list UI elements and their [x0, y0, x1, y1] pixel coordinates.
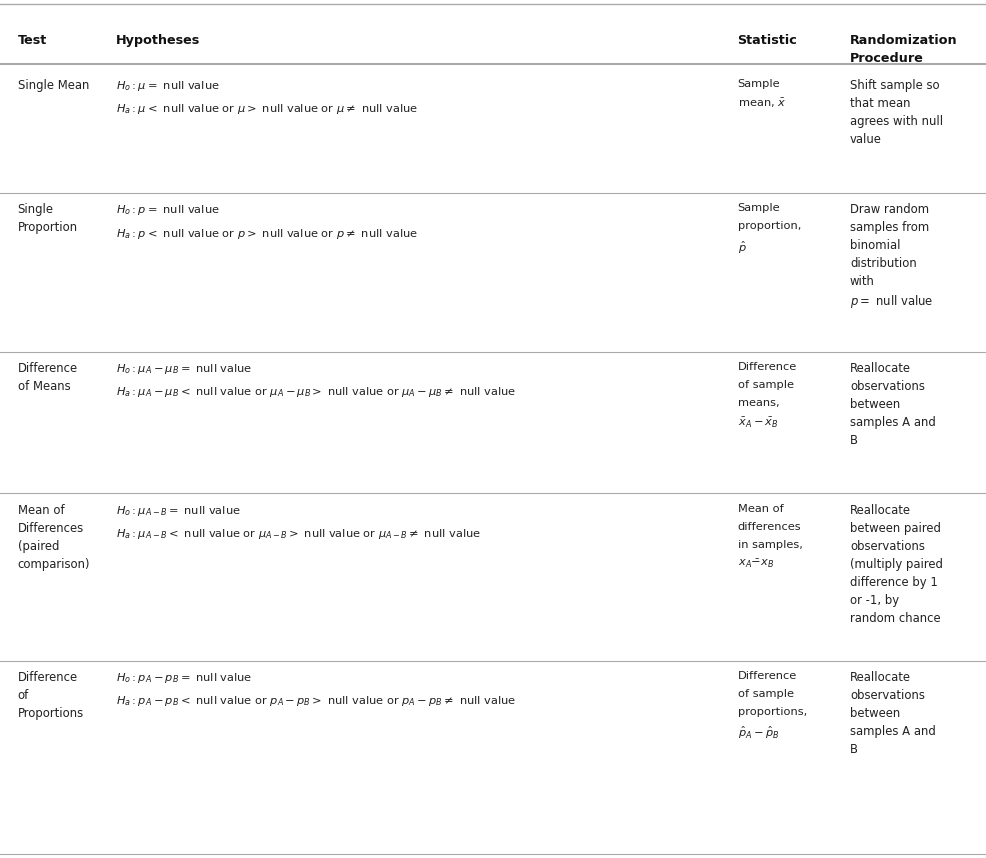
Text: proportions,: proportions, [738, 707, 807, 717]
Text: binomial: binomial [850, 239, 900, 252]
Text: between: between [850, 707, 900, 720]
Text: of sample: of sample [738, 380, 794, 390]
Text: Draw random: Draw random [850, 203, 929, 216]
Text: $x_A\bar{-}x_B$: $x_A\bar{-}x_B$ [738, 558, 774, 570]
Text: Difference: Difference [738, 362, 797, 372]
Text: value: value [850, 133, 881, 146]
Text: with: with [850, 275, 875, 288]
Text: $H_a : \mu < $ null value or $\mu > $ null value or $\mu \neq$ null value: $H_a : \mu < $ null value or $\mu > $ nu… [116, 102, 418, 117]
Text: proportion,: proportion, [738, 221, 801, 232]
Text: means,: means, [738, 398, 779, 408]
Text: $H_o : \mu_A - \mu_B = $ null value: $H_o : \mu_A - \mu_B = $ null value [116, 362, 252, 376]
Text: in samples,: in samples, [738, 540, 803, 550]
Text: $H_a : p_A - p_B < $ null value or $p_A - p_B > $ null value or $p_A - p_B \neq$: $H_a : p_A - p_B < $ null value or $p_A … [116, 694, 517, 709]
Text: Sample: Sample [738, 203, 780, 214]
Text: Proportions: Proportions [18, 707, 84, 720]
Text: $H_o : \mu = $ null value: $H_o : \mu = $ null value [116, 79, 220, 93]
Text: Single Mean: Single Mean [18, 79, 89, 92]
Text: or -1, by: or -1, by [850, 594, 899, 607]
Text: Reallocate: Reallocate [850, 671, 911, 684]
Text: Single: Single [18, 203, 54, 216]
Text: $H_o : p_A - p_B = $ null value: $H_o : p_A - p_B = $ null value [116, 671, 252, 685]
Text: samples A and: samples A and [850, 725, 936, 738]
Text: samples from: samples from [850, 221, 929, 234]
Text: observations: observations [850, 689, 925, 702]
Text: B: B [850, 743, 858, 756]
Text: Test: Test [18, 34, 47, 47]
Text: Reallocate: Reallocate [850, 504, 911, 517]
Text: $H_o : \mu_{A-B} = $ null value: $H_o : \mu_{A-B} = $ null value [116, 504, 241, 517]
Text: distribution: distribution [850, 257, 917, 270]
Text: $H_a : \mu_A - \mu_B < $ null value or $\mu_A - \mu_B > $ null value or $\mu_A -: $H_a : \mu_A - \mu_B < $ null value or $… [116, 385, 517, 400]
Text: difference by 1: difference by 1 [850, 576, 938, 589]
Text: that mean: that mean [850, 97, 910, 110]
Text: Procedure: Procedure [850, 52, 924, 65]
Text: of: of [18, 689, 29, 702]
Text: Statistic: Statistic [738, 34, 798, 47]
Text: (paired: (paired [18, 540, 59, 553]
Text: $\hat{p}_A - \hat{p}_B$: $\hat{p}_A - \hat{p}_B$ [738, 725, 779, 741]
Text: (multiply paired: (multiply paired [850, 558, 943, 571]
Text: Difference: Difference [738, 671, 797, 681]
Text: Randomization: Randomization [850, 34, 957, 47]
Text: Hypotheses: Hypotheses [116, 34, 200, 47]
Text: observations: observations [850, 380, 925, 393]
Text: observations: observations [850, 540, 925, 553]
Text: agrees with null: agrees with null [850, 115, 943, 128]
Text: samples A and: samples A and [850, 416, 936, 429]
Text: Differences: Differences [18, 522, 84, 535]
Text: Difference: Difference [18, 362, 78, 375]
Text: Sample: Sample [738, 79, 780, 89]
Text: $\bar{x}_A - \bar{x}_B$: $\bar{x}_A - \bar{x}_B$ [738, 416, 778, 430]
Text: between paired: between paired [850, 522, 941, 535]
Text: between: between [850, 398, 900, 411]
Text: $p =$ null value: $p =$ null value [850, 293, 934, 311]
Text: comparison): comparison) [18, 558, 91, 571]
Text: $H_a : p < $ null value or $p > $ null value or $p \neq$ null value: $H_a : p < $ null value or $p > $ null v… [116, 227, 418, 241]
Text: Mean of: Mean of [738, 504, 783, 514]
Text: Reallocate: Reallocate [850, 362, 911, 375]
Text: of sample: of sample [738, 689, 794, 699]
Text: differences: differences [738, 522, 802, 532]
Text: mean, $\bar{x}$: mean, $\bar{x}$ [738, 97, 786, 110]
Text: Shift sample so: Shift sample so [850, 79, 940, 92]
Text: of Means: of Means [18, 380, 70, 393]
Text: Mean of: Mean of [18, 504, 64, 517]
Text: random chance: random chance [850, 612, 941, 625]
Text: $H_a : \mu_{A-B} < $ null value or $\mu_{A-B} > $ null value or $\mu_{A-B} \neq$: $H_a : \mu_{A-B} < $ null value or $\mu_… [116, 527, 481, 541]
Text: Difference: Difference [18, 671, 78, 684]
Text: B: B [850, 434, 858, 447]
Text: $\hat{p}$: $\hat{p}$ [738, 239, 746, 256]
Text: $H_o : p = $ null value: $H_o : p = $ null value [116, 203, 220, 217]
Text: Proportion: Proportion [18, 221, 78, 234]
